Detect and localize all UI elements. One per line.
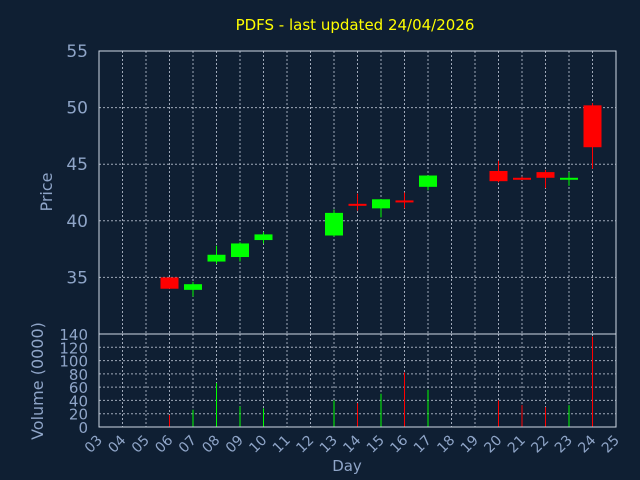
volume-y-tick-label: 100 [59, 353, 88, 371]
candle-body [207, 254, 226, 262]
x-tick-label: 13 [317, 433, 341, 457]
x-tick-label: 08 [199, 433, 223, 457]
price-y-tick-label: 50 [66, 99, 88, 119]
volume-axis-label: Volume (0000) [28, 322, 47, 440]
x-ticks: 03 04 05 06 07 08 09 10 11 12 13 14 15 16 17 18 19 20 21 22… [82, 432, 623, 456]
price-axis-label: Price [37, 172, 56, 211]
chart-title: PDFS - last updated 24/04/2026 [236, 16, 475, 34]
x-tick-label: 16 [387, 432, 411, 456]
x-tick-label: 18 [434, 433, 458, 457]
candle-body [536, 172, 555, 178]
x-tick-label: 19 [458, 433, 482, 457]
x-tick-label: 14 [340, 432, 364, 456]
x-axis-label: Day [332, 457, 362, 475]
price-y-tick-label: 40 [66, 212, 88, 232]
candle-body [160, 277, 179, 289]
candle-body [325, 212, 343, 236]
candle-body [513, 177, 531, 180]
x-tick-label: 24 [575, 432, 599, 456]
x-tick-label: 09 [223, 433, 247, 457]
price-y-ticks: 35 40 45 50 55 [66, 42, 88, 288]
candle-body [254, 234, 273, 241]
volume-y-tick-label: 0 [78, 419, 88, 437]
candle-body [184, 284, 202, 290]
candle-body [348, 203, 367, 206]
candle-body [583, 105, 602, 148]
price-panel: 35 40 45 50 55 Price [37, 42, 617, 335]
x-tick-label: 10 [246, 433, 270, 457]
price-y-tick-label: 45 [66, 155, 88, 175]
x-tick-label: 23 [552, 433, 576, 457]
volume-y-tick-label: 140 [59, 326, 88, 344]
volume-y-tick-label: 20 [69, 406, 88, 424]
candle-body [395, 200, 414, 203]
x-tick-label: 22 [528, 433, 552, 457]
candle-body [560, 177, 578, 180]
x-tick-label: 17 [411, 433, 435, 457]
candle-body [419, 175, 437, 187]
candle-body [372, 199, 390, 209]
candle-body [231, 243, 249, 258]
volume-y-tick-label: 40 [69, 392, 88, 410]
volume-bars [169, 336, 593, 427]
price-y-tick-label: 55 [66, 42, 88, 62]
x-tick-label: 21 [505, 433, 529, 457]
x-tick-label: 12 [293, 433, 317, 457]
volume-y-tick-label: 120 [59, 339, 88, 357]
volume-y-tick-label: 80 [69, 366, 88, 384]
x-tick-label: 15 [364, 433, 388, 457]
x-tick-label: 11 [270, 433, 294, 457]
x-tick-label: 06 [152, 432, 176, 456]
x-tick-label: 04 [105, 432, 129, 456]
candles [160, 103, 602, 297]
price-y-tick-label: 35 [66, 268, 88, 288]
candle-body [489, 170, 508, 182]
x-tick-label: 05 [129, 433, 153, 457]
volume-frame [98, 333, 617, 428]
price-grid [98, 50, 617, 334]
volume-y-tick-label: 60 [69, 379, 88, 397]
x-tick-label: 07 [176, 433, 200, 457]
x-tick-label: 25 [599, 433, 623, 457]
x-tick-label: 20 [481, 433, 505, 457]
